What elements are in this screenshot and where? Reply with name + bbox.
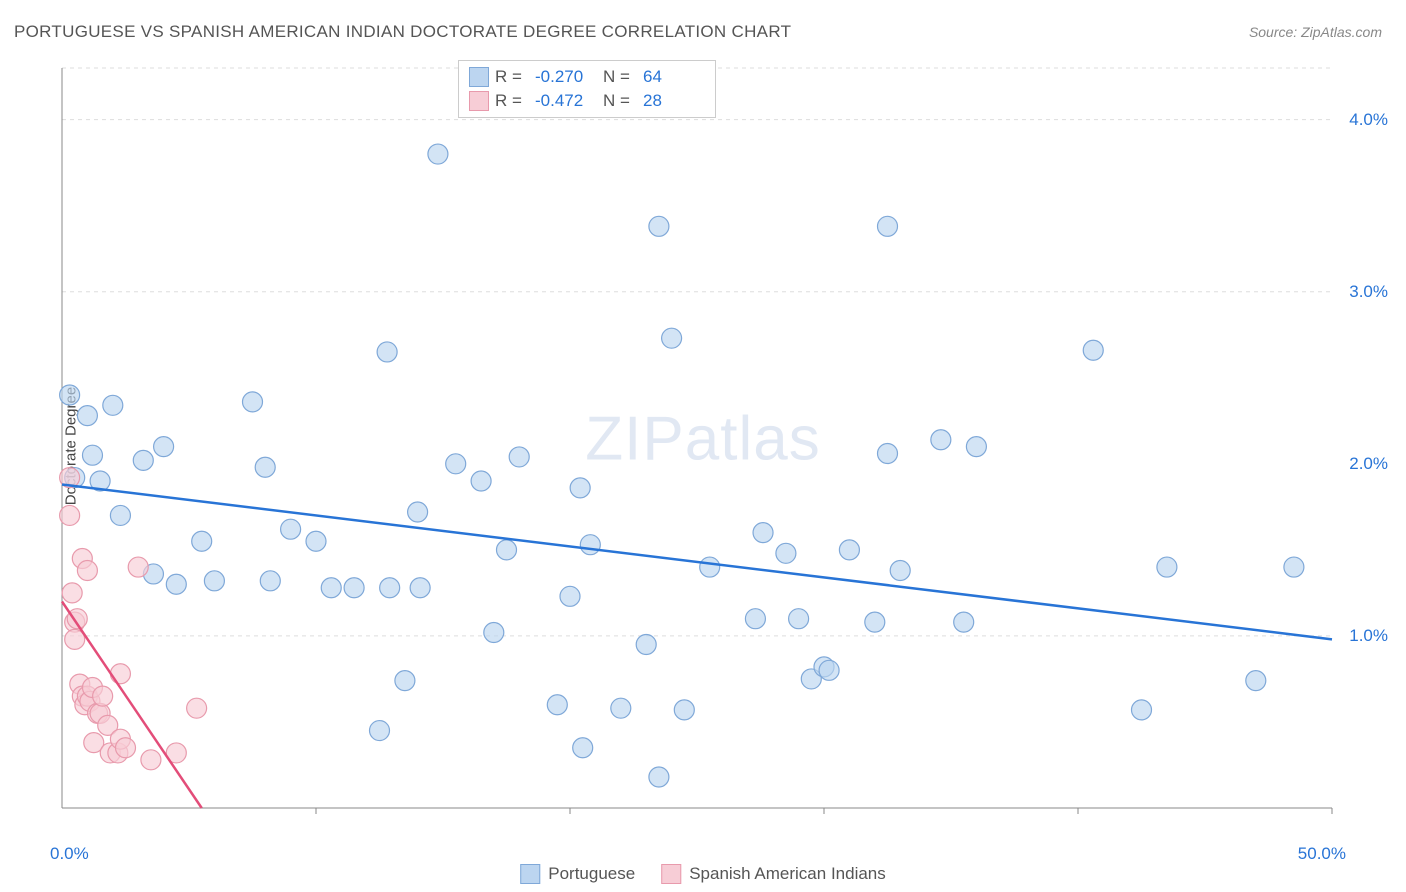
legend-n-value: 28 — [643, 89, 705, 113]
y-tick-label: 1.0% — [1349, 626, 1388, 646]
legend-n-label: N = — [603, 89, 637, 113]
source-attribution: Source: ZipAtlas.com — [1249, 24, 1382, 40]
legend-n-label: N = — [603, 65, 637, 89]
legend-swatch — [469, 91, 489, 111]
legend-correlation-row: R =-0.270N =64 — [469, 65, 705, 89]
legend-r-label: R = — [495, 65, 529, 89]
chart-svg — [52, 58, 1342, 818]
legend-series-item: Portuguese — [520, 864, 635, 884]
legend-series: Portuguese Spanish American Indians — [520, 864, 886, 884]
y-tick-label: 3.0% — [1349, 282, 1388, 302]
legend-r-value: -0.270 — [535, 65, 597, 89]
y-tick-label: 2.0% — [1349, 454, 1388, 474]
legend-series-item: Spanish American Indians — [661, 864, 886, 884]
chart-title: PORTUGUESE VS SPANISH AMERICAN INDIAN DO… — [14, 22, 791, 42]
legend-swatch — [661, 864, 681, 884]
x-axis-origin-label: 0.0% — [50, 844, 89, 864]
legend-swatch — [520, 864, 540, 884]
legend-r-value: -0.472 — [535, 89, 597, 113]
scatter-chart — [52, 58, 1342, 818]
legend-correlation-row: R =-0.472N =28 — [469, 89, 705, 113]
legend-series-label: Portuguese — [548, 864, 635, 884]
y-tick-label: 4.0% — [1349, 110, 1388, 130]
legend-r-label: R = — [495, 89, 529, 113]
legend-swatch — [469, 67, 489, 87]
legend-series-label: Spanish American Indians — [689, 864, 886, 884]
x-axis-max-label: 50.0% — [1298, 844, 1346, 864]
legend-n-value: 64 — [643, 65, 705, 89]
legend-correlation: R =-0.270N =64R =-0.472N =28 — [458, 60, 716, 118]
